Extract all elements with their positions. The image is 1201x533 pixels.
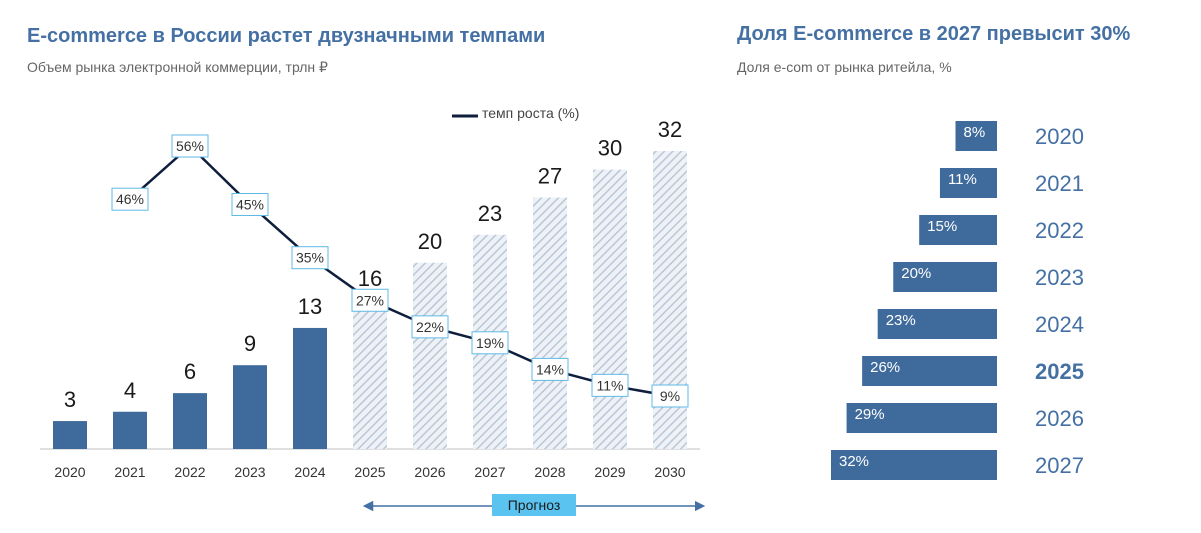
bar-forecast: [353, 300, 387, 449]
bar-actual: [173, 393, 207, 449]
share-bar-label: 15%: [927, 218, 957, 235]
growth-rate-box: [291, 246, 329, 270]
growth-rate-box: [171, 134, 209, 158]
x-tick-label: 2022: [174, 464, 205, 480]
bar-actual: [113, 411, 147, 449]
share-year-label: 2025: [1035, 359, 1084, 384]
bar-forecast: [413, 262, 447, 449]
x-tick-label: 2020: [54, 464, 85, 480]
share-bar: [846, 403, 997, 433]
x-tick-label: 2021: [114, 464, 145, 480]
forecast-label-box: [492, 494, 576, 516]
growth-rate-label: 11%: [597, 377, 624, 393]
bar-forecast: [593, 169, 627, 449]
growth-rate-box: [591, 373, 629, 397]
growth-rate-label: 27%: [356, 292, 384, 308]
share-bar-label: 11%: [948, 171, 977, 188]
x-tick-label: 2027: [474, 464, 505, 480]
share-bar-label: 29%: [855, 406, 885, 423]
share-year-label: 2021: [1035, 171, 1084, 196]
share-bar: [955, 121, 997, 151]
growth-rate-box: [651, 384, 689, 408]
growth-rate-label: 14%: [536, 361, 564, 377]
share-year-label: 2024: [1035, 312, 1084, 337]
x-tick-label: 2026: [414, 464, 445, 480]
x-tick-label: 2030: [654, 464, 685, 480]
share-bar: [862, 356, 997, 386]
bar-actual: [233, 365, 267, 449]
bar-value-label: 30: [598, 136, 622, 161]
share-year-label: 2023: [1035, 265, 1084, 290]
x-tick-label: 2023: [234, 464, 265, 480]
ecom-share-chart: 8% 2020 11% 2021 15% 2022 20% 2023 23% 2024 26% 202…: [831, 121, 1084, 480]
growth-rate-label: 46%: [116, 191, 144, 207]
growth-rate-label: 56%: [176, 138, 204, 154]
growth-rate-box: [231, 193, 269, 217]
growth-rate-line: [129, 144, 671, 398]
bar-actual: [293, 327, 327, 449]
share-bar: [919, 215, 997, 245]
bar-value-label: 3: [64, 387, 76, 412]
growth-rate-label: 22%: [416, 319, 444, 335]
share-bar: [939, 168, 997, 198]
x-tick-label: 2029: [594, 464, 625, 480]
share-year-label: 2022: [1035, 218, 1084, 243]
bar-value-label: 16: [358, 266, 382, 291]
share-bar: [893, 262, 997, 292]
share-year-label: 2020: [1035, 124, 1084, 149]
right-chart-title: Доля E-commerce в 2027 превысит 30%: [737, 23, 1131, 45]
bar-value-label: 6: [184, 359, 196, 384]
x-tick-label: 2024: [294, 464, 325, 480]
share-bar-label: 23%: [886, 312, 916, 329]
bar-actual: [53, 421, 87, 449]
x-tick-label: 2025: [354, 464, 385, 480]
share-year-label: 2026: [1035, 406, 1084, 431]
growth-rate-box: [351, 288, 389, 312]
bar-value-label: 20: [418, 229, 442, 254]
share-bar-label: 8%: [964, 124, 986, 141]
growth-rate-label: 35%: [296, 250, 324, 266]
right-chart-subtitle: Доля e-com от рынка ритейла, %: [737, 59, 952, 75]
market-volume-chart: 3 2020 4 2021 6 2022 9 2023 13 2024 16 2025 20 2026 23…: [40, 105, 706, 516]
share-bar: [877, 309, 997, 339]
growth-rate-box: [411, 315, 449, 339]
x-tick-label: 2028: [534, 464, 565, 480]
growth-rate-box: [531, 357, 569, 381]
bar-value-label: 27: [538, 164, 562, 189]
bar-value-label: 23: [478, 201, 502, 226]
share-bar-label: 26%: [870, 359, 900, 376]
left-chart-title: E-commerce в России растет двузначными т…: [27, 25, 546, 47]
share-bar-label: 32%: [839, 453, 869, 470]
bar-value-label: 9: [244, 331, 256, 356]
share-year-label: 2027: [1035, 453, 1084, 478]
growth-rate-label: 45%: [236, 197, 264, 213]
growth-rate-label: 19%: [476, 335, 504, 351]
share-bar-label: 20%: [901, 265, 931, 282]
legend-label: темп роста (%): [482, 105, 579, 121]
left-chart-subtitle: Объем рынка электронной коммерции, трлн …: [27, 59, 328, 75]
share-bar: [831, 450, 997, 480]
bar-value-label: 32: [658, 117, 682, 142]
growth-rate-box: [471, 331, 509, 355]
growth-rate-label: 9%: [660, 388, 680, 404]
bar-value-label: 4: [124, 378, 136, 403]
bar-forecast: [533, 197, 567, 449]
bar-value-label: 13: [298, 294, 322, 319]
forecast-label: Прогноз: [508, 497, 561, 513]
growth-rate-box: [111, 187, 149, 211]
